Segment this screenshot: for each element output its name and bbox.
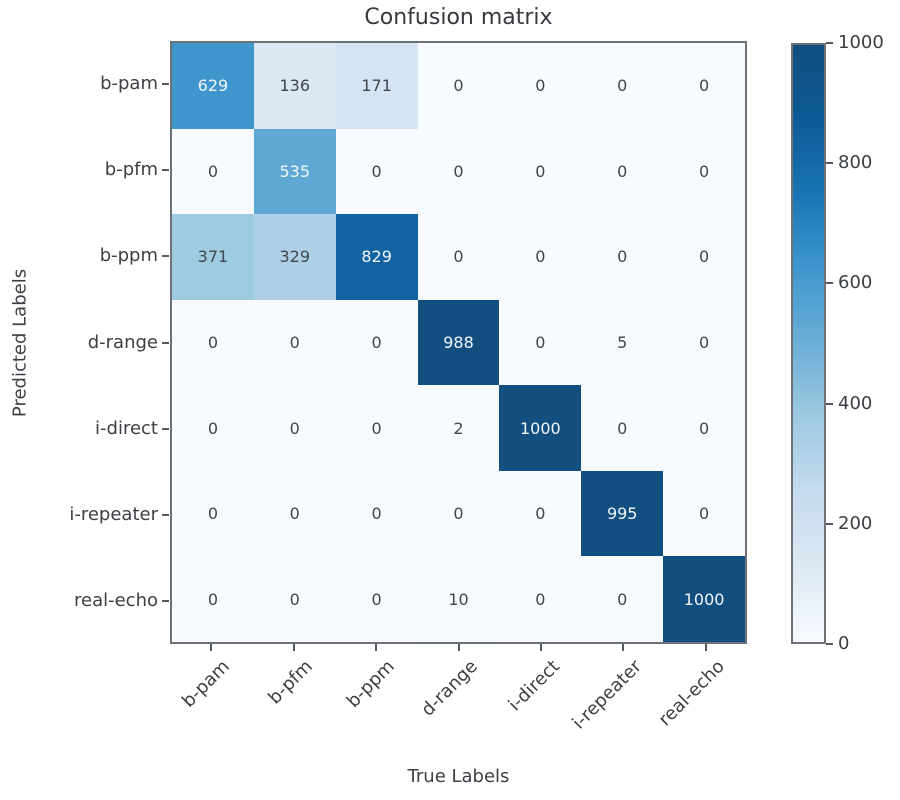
matrix-cell: 0 [335, 299, 418, 386]
colorbar-tick-mark [826, 282, 833, 285]
matrix-cell: 0 [499, 470, 582, 557]
x-tick-mark [704, 644, 707, 651]
matrix-cell: 0 [499, 556, 582, 642]
matrix-cell: 0 [172, 556, 254, 642]
x-tick-mark [210, 644, 213, 651]
y-tick-mark [162, 427, 169, 430]
y-tick-label: b-pam [100, 73, 158, 95]
x-tick-mark [292, 644, 295, 651]
colorbar-tick-label: 0 [838, 633, 850, 654]
chart-title: Confusion matrix [364, 5, 553, 30]
colorbar-tick-label: 1000 [838, 32, 884, 53]
matrix-cell: 0 [417, 43, 500, 129]
matrix-cell: 0 [581, 556, 664, 642]
matrix-cell: 995 [581, 470, 664, 557]
y-tick-mark [162, 599, 169, 602]
matrix-cell: 829 [335, 214, 418, 300]
matrix-cell: 0 [335, 385, 418, 471]
matrix-cell: 0 [253, 299, 336, 386]
matrix-cell: 0 [172, 470, 254, 557]
y-tick-label: b-ppm [99, 245, 158, 267]
y-tick-mark [162, 255, 169, 258]
colorbar-tick-label: 400 [838, 392, 873, 414]
matrix-cell: 2 [417, 385, 500, 471]
matrix-cell: 0 [663, 128, 745, 215]
matrix-cell: 0 [581, 214, 664, 300]
matrix-cell: 0 [335, 128, 418, 215]
matrix-cell: 0 [253, 556, 336, 642]
y-tick-label: real-echo [74, 589, 158, 611]
matrix-cell: 0 [172, 385, 254, 471]
matrix-cell: 0 [663, 299, 745, 386]
x-axis-title: True Labels [407, 766, 510, 787]
matrix-cell: 0 [663, 470, 745, 557]
colorbar [791, 43, 826, 644]
y-tick-mark [162, 341, 169, 344]
x-tick-mark [622, 644, 625, 651]
y-tick-mark [162, 83, 169, 86]
matrix-cell: 0 [417, 470, 500, 557]
matrix-cell: 0 [253, 470, 336, 557]
matrix-cell: 0 [581, 385, 664, 471]
matrix-cell: 629 [172, 43, 254, 129]
matrix-cell: 171 [335, 43, 418, 129]
x-tick-mark [539, 644, 542, 651]
matrix-cell: 0 [663, 43, 745, 129]
matrix-cell: 0 [499, 299, 582, 386]
matrix-cell: 1000 [663, 556, 745, 642]
y-tick-label: i-repeater [69, 503, 158, 525]
x-tick-mark [457, 644, 460, 651]
matrix-cell: 136 [253, 43, 336, 129]
x-tick-mark [375, 644, 378, 651]
matrix-cell: 0 [663, 385, 745, 471]
colorbar-tick-label: 200 [838, 512, 873, 534]
heatmap-grid: 629 136 171 0 0 0 0 0 535 0 0 0 0 0 371 329 829 0 0 0 0 0 0 0 98… [170, 41, 747, 644]
colorbar-tick-mark [826, 522, 833, 525]
matrix-cell: 0 [499, 43, 582, 129]
y-axis-title: Predicted Labels [9, 268, 31, 418]
matrix-cell: 371 [172, 214, 254, 300]
matrix-cell: 0 [499, 214, 582, 300]
matrix-cell: 0 [172, 299, 254, 386]
matrix-cell: 0 [581, 128, 664, 215]
matrix-cell: 988 [417, 299, 500, 386]
y-tick-label: d-range [87, 331, 158, 353]
matrix-cell: 10 [417, 556, 500, 642]
y-tick-label: i-direct [95, 417, 158, 439]
y-tick-mark [162, 169, 169, 172]
matrix-cell: 535 [253, 128, 336, 215]
colorbar-tick-label: 600 [838, 272, 873, 294]
matrix-cell: 0 [663, 214, 745, 300]
colorbar-tick-label: 800 [838, 152, 873, 174]
matrix-cell: 0 [417, 214, 500, 300]
y-tick-mark [162, 513, 169, 516]
matrix-cell: 0 [335, 470, 418, 557]
matrix-cell: 0 [417, 128, 500, 215]
matrix-cell: 0 [581, 43, 664, 129]
matrix-cell: 329 [253, 214, 336, 300]
matrix-cell: 0 [172, 128, 254, 215]
matrix-cell: 1000 [499, 385, 582, 471]
colorbar-tick-mark [826, 402, 833, 405]
colorbar-tick-mark [826, 42, 833, 44]
colorbar-tick-mark [826, 162, 833, 165]
matrix-cell: 0 [335, 556, 418, 642]
y-tick-label: b-pfm [104, 159, 158, 181]
matrix-cell: 5 [581, 299, 664, 386]
matrix-cell: 0 [499, 128, 582, 215]
matrix-cell: 0 [253, 385, 336, 471]
colorbar-tick-mark [826, 643, 833, 645]
